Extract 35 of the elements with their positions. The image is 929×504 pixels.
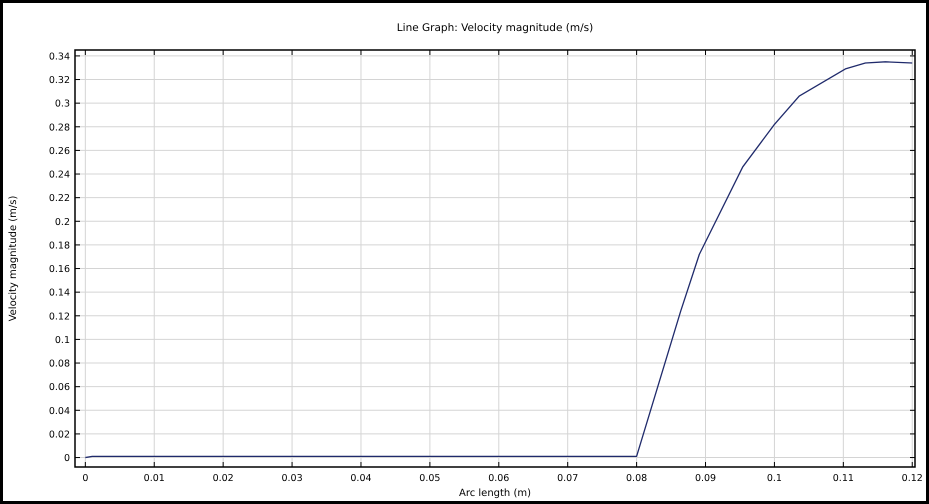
y-tick-label: 0.2 [54,216,70,228]
x-tick-label: 0.07 [557,473,578,484]
y-tick-label: 0.28 [48,122,70,134]
y-tick-label: 0.3 [54,98,70,110]
y-tick-label: 0.12 [48,311,70,322]
x-tick-label: 0.03 [281,473,303,484]
x-tick-label: 0.05 [419,473,440,484]
y-tick-label: 0.32 [48,75,70,86]
x-axis-title: Arc length (m) [458,488,532,499]
y-tick-label: 0.1 [54,334,70,346]
y-tick-label: 0.24 [48,170,70,181]
line-series [84,61,913,458]
y-tick-label: 0.22 [48,193,70,204]
y-tick-label: 0.14 [48,288,70,299]
y-tick-label: 0.26 [48,146,70,157]
y-tick-label: 0.34 [48,51,70,62]
y-tick-label: 0.08 [48,358,70,370]
chart-title: Line Graph: Velocity magnitude (m/s) [396,22,594,34]
x-tick-label: 0.1 [766,473,782,484]
x-tick-label: 0.02 [212,473,234,484]
x-tick-label: 0.09 [694,473,716,484]
y-tick-label: 0.04 [48,406,70,417]
x-tick-label: 0 [82,473,88,484]
y-tick-label: 0.06 [48,382,70,394]
x-tick-label: 0.08 [626,473,648,484]
x-tick-label: 0.01 [144,473,165,484]
y-tick-label: 0.18 [48,240,70,252]
x-tick-label: 0.11 [832,473,854,484]
x-tick-label: 0.06 [488,473,510,484]
y-axis-title: Velocity magnitude (m/s) [8,196,19,322]
y-tick-label: 0 [64,453,70,464]
y-tick-label: 0.02 [48,429,70,440]
x-tick-label: 0.12 [902,473,923,484]
y-tick-label: 0.16 [48,264,70,276]
x-tick-label: 0.04 [350,473,372,484]
